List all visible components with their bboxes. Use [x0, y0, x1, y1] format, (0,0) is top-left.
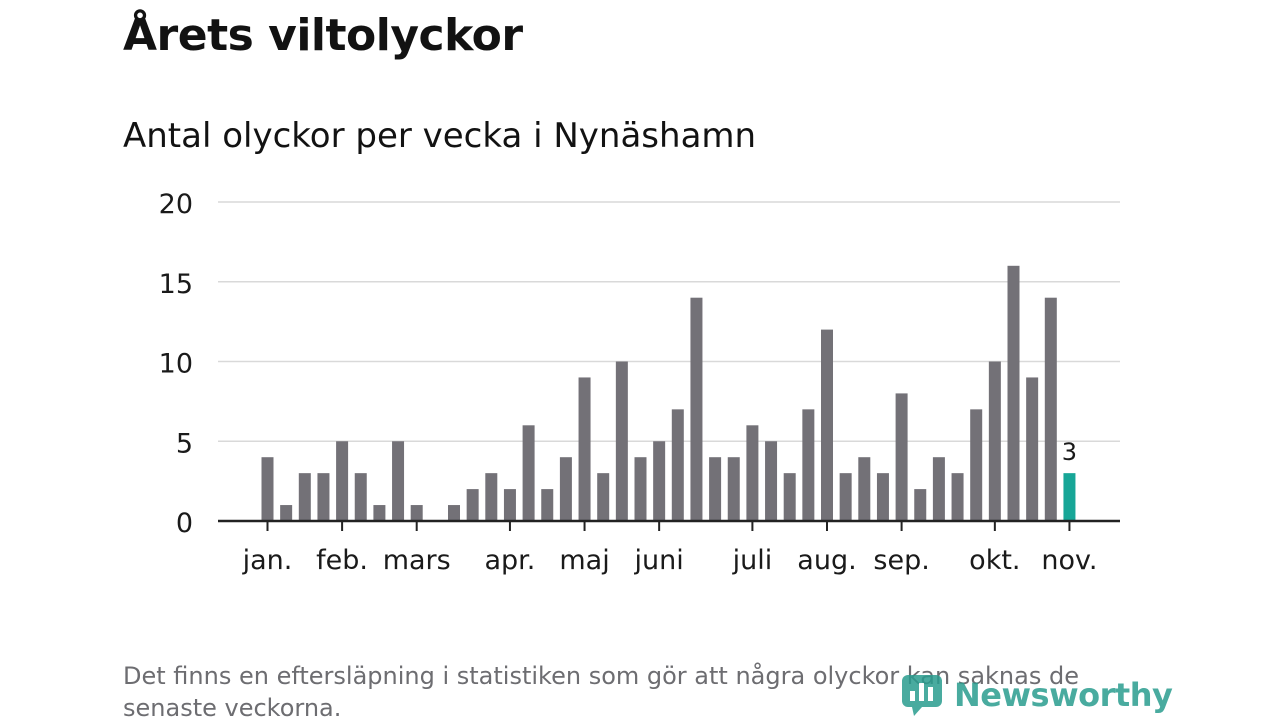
bar — [597, 473, 610, 521]
bar — [522, 425, 535, 521]
bar — [541, 489, 554, 521]
bar — [895, 393, 908, 521]
brand: Newsworthy — [900, 670, 1173, 720]
bar — [970, 409, 983, 521]
labels: 0 5 10 15 20 jan. feb. mars apr. maj juni juli aug. s… — [159, 189, 1098, 576]
y-tick-label: 0 — [176, 508, 193, 539]
x-tick-label: mars — [383, 545, 451, 576]
bar — [466, 489, 479, 521]
bar — [914, 489, 927, 521]
chart-subtitle: Antal olyckor per vecka i Nynäshamn — [123, 116, 757, 156]
bar — [821, 329, 833, 521]
bar — [727, 457, 740, 521]
x-tick-label: juni — [634, 545, 684, 576]
highlight-value-label: 3 — [1062, 438, 1077, 466]
y-tick-label: 10 — [159, 349, 193, 380]
bar — [746, 425, 759, 521]
x-tick-label: juli — [732, 545, 773, 576]
bar — [876, 473, 889, 521]
bar — [261, 457, 274, 521]
bar — [765, 441, 778, 521]
bar — [932, 457, 945, 521]
brand-name: Newsworthy — [954, 676, 1173, 714]
newsworthy-logo-icon — [902, 675, 942, 716]
gridlines — [218, 201, 1120, 442]
bar — [317, 473, 330, 521]
bar — [559, 457, 572, 521]
bar — [615, 361, 628, 521]
bar — [802, 409, 815, 521]
bar — [1044, 297, 1057, 521]
bar — [280, 505, 293, 521]
y-tick-label: 15 — [159, 269, 193, 300]
bar — [671, 409, 684, 521]
x-tick-label: feb. — [316, 545, 368, 576]
x-tick-label: apr. — [485, 545, 536, 576]
bars — [261, 265, 1076, 521]
bar — [951, 473, 964, 521]
bar — [839, 473, 852, 521]
bar-highlight — [1063, 473, 1076, 521]
bar — [373, 505, 386, 521]
x-tick-label: jan. — [242, 545, 293, 576]
x-tick-label: sep. — [873, 545, 929, 576]
bar — [1026, 377, 1039, 521]
bar — [578, 377, 591, 521]
y-tick-label: 20 — [159, 189, 193, 220]
bar — [354, 473, 367, 521]
bar-chart: 0 5 10 15 20 jan. feb. mars apr. maj juni juli aug. s… — [159, 189, 1120, 576]
bar — [634, 457, 647, 521]
bar — [410, 505, 423, 521]
x-tick-label: okt. — [969, 545, 1020, 576]
bar — [988, 361, 1001, 521]
bar — [690, 297, 703, 521]
bar — [298, 473, 311, 521]
bar — [336, 441, 349, 521]
x-tick-label: aug. — [797, 545, 856, 576]
x-tick-label: nov. — [1041, 545, 1097, 576]
bar — [783, 473, 796, 521]
x-axis — [218, 519, 1120, 531]
bar — [1007, 265, 1020, 521]
bar — [858, 457, 871, 521]
bar — [709, 457, 722, 521]
bar — [485, 473, 498, 521]
bar — [392, 441, 405, 521]
x-tick-label: maj — [559, 545, 609, 576]
bar — [503, 489, 516, 521]
bar — [653, 441, 666, 521]
bar — [448, 505, 460, 521]
y-tick-label: 5 — [176, 428, 193, 459]
chart-title: Årets viltolyckor — [123, 10, 523, 61]
